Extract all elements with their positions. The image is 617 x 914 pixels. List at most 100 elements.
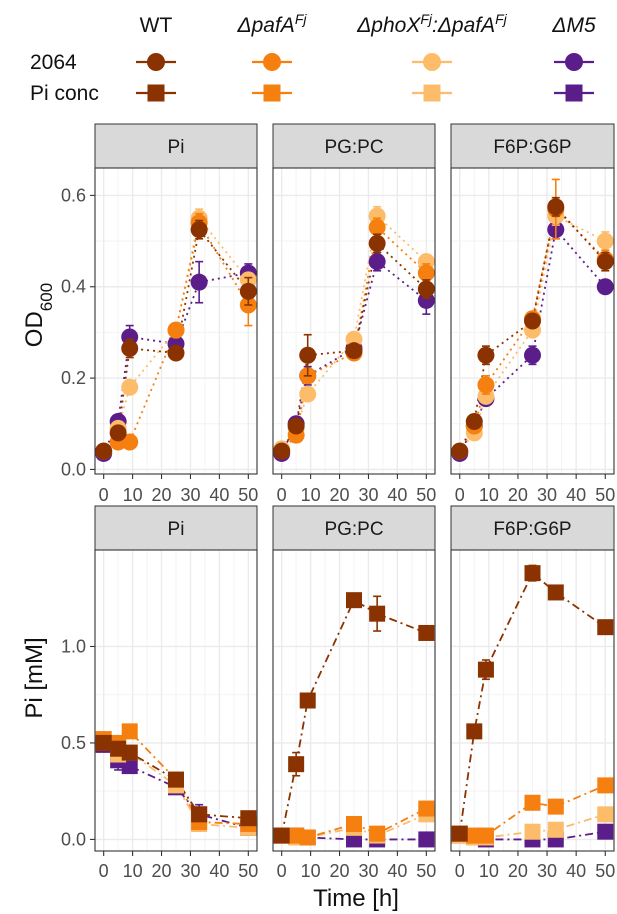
data-point [121, 433, 139, 451]
data-point [239, 282, 257, 300]
x-tick-label: 40 [209, 485, 229, 505]
facet-strip [272, 123, 436, 169]
panel-border [94, 167, 258, 475]
data-point [121, 723, 138, 740]
x-tick-label: 0 [99, 861, 109, 881]
data-point [368, 253, 386, 271]
x-tick-label: 0 [277, 861, 287, 881]
data-point [368, 234, 386, 252]
legend-label-part: :ΔpafA [432, 14, 495, 37]
facet-panel-pi-0: Pi 0 10 20 30 40 50 0.0 0.5 1.0 [61, 505, 258, 881]
data-point [95, 442, 113, 460]
data-point [596, 278, 614, 296]
legend-label-part: ΔM5 [551, 14, 596, 37]
data-point [597, 806, 614, 823]
x-tick-label: 30 [358, 485, 378, 505]
x-tick-label: 0 [277, 485, 287, 505]
data-point [451, 442, 469, 460]
x-tick-label: 40 [387, 485, 407, 505]
panel-border [450, 167, 615, 475]
data-point [596, 232, 614, 250]
data-point [524, 823, 541, 840]
x-tick-label: 30 [358, 861, 378, 881]
data-point [477, 346, 495, 364]
data-point [167, 321, 185, 339]
data-point [299, 692, 316, 709]
panel-border [272, 549, 436, 852]
y-tick-label: 0.4 [61, 277, 86, 297]
series-line [103, 742, 249, 829]
x-tick-label: 0 [455, 485, 465, 505]
data-point [369, 605, 386, 622]
facet-strip-label: F6P:G6P [493, 137, 571, 158]
data-point [167, 344, 185, 362]
legend-key-circle [423, 53, 441, 71]
data-point [121, 378, 139, 396]
legend-strain-label: ΔpafAFj [237, 11, 308, 37]
data-point [346, 815, 362, 832]
data-point [345, 342, 363, 360]
data-point [190, 221, 208, 239]
y-tick-label: 1.0 [61, 636, 86, 656]
data-point [273, 442, 291, 460]
data-point [121, 339, 139, 357]
data-point [418, 624, 435, 641]
data-point [190, 273, 208, 291]
facet-strip-label: PG:PC [324, 137, 383, 158]
legend-key-circle [263, 53, 281, 71]
facet-panel-od-0: Pi 0 10 20 30 40 50 0.0 0.2 0.4 0.6 [61, 123, 258, 505]
panel-border [272, 167, 436, 475]
x-tick-label: 30 [537, 861, 557, 881]
series-line [280, 214, 427, 450]
x-tick-label: 40 [209, 861, 229, 881]
x-tick-label: 50 [595, 485, 615, 505]
data-point [168, 771, 184, 788]
facet-strip-label: Pi [168, 519, 185, 540]
data-point [288, 756, 305, 773]
data-point [299, 346, 317, 364]
data-point [368, 218, 386, 236]
legend-label-part: ΔpafA [237, 14, 295, 37]
legend-row-label: 2064 [30, 51, 77, 74]
data-point [597, 619, 614, 636]
x-tick-label: 40 [387, 861, 407, 881]
data-point [547, 821, 564, 838]
x-tick-label: 20 [152, 861, 172, 881]
facet-strip [94, 123, 258, 169]
data-point [524, 794, 541, 811]
data-point [121, 744, 138, 761]
data-point [240, 810, 257, 827]
data-point [299, 829, 316, 846]
data-point [465, 412, 483, 430]
x-tick-label: 50 [416, 861, 436, 881]
x-tick-label: 10 [301, 861, 321, 881]
y-tick-label: 0.0 [61, 829, 86, 849]
legend-label-superscript: Fj [495, 11, 508, 27]
legend-strain-label: ΔM5 [551, 14, 596, 37]
legend-label-part: ΔphoX [356, 14, 421, 37]
facet-strip-label: F6P:G6P [493, 519, 571, 540]
data-point [547, 798, 564, 815]
data-point [524, 565, 541, 582]
x-tick-label: 40 [566, 861, 586, 881]
data-point [597, 823, 614, 840]
x-tick-label: 50 [238, 485, 258, 505]
series-line [458, 571, 606, 834]
legend-key-square [147, 84, 165, 102]
facet-strip-label: Pi [168, 137, 185, 158]
x-tick-label: 20 [152, 485, 172, 505]
x-tick-label: 10 [479, 485, 499, 505]
data-point [477, 376, 495, 394]
panel-border [94, 549, 258, 852]
y-tick-label: 0.5 [61, 733, 86, 753]
data-point [524, 312, 541, 330]
data-point [273, 827, 290, 844]
facet-strip [94, 505, 258, 551]
x-tick-label: 10 [479, 861, 499, 881]
x-tick-label: 10 [301, 485, 321, 505]
x-tick-label: 20 [508, 861, 528, 881]
x-tick-label: 30 [180, 861, 200, 881]
series-line [280, 260, 427, 454]
y-tick-label: 0.0 [61, 459, 86, 479]
